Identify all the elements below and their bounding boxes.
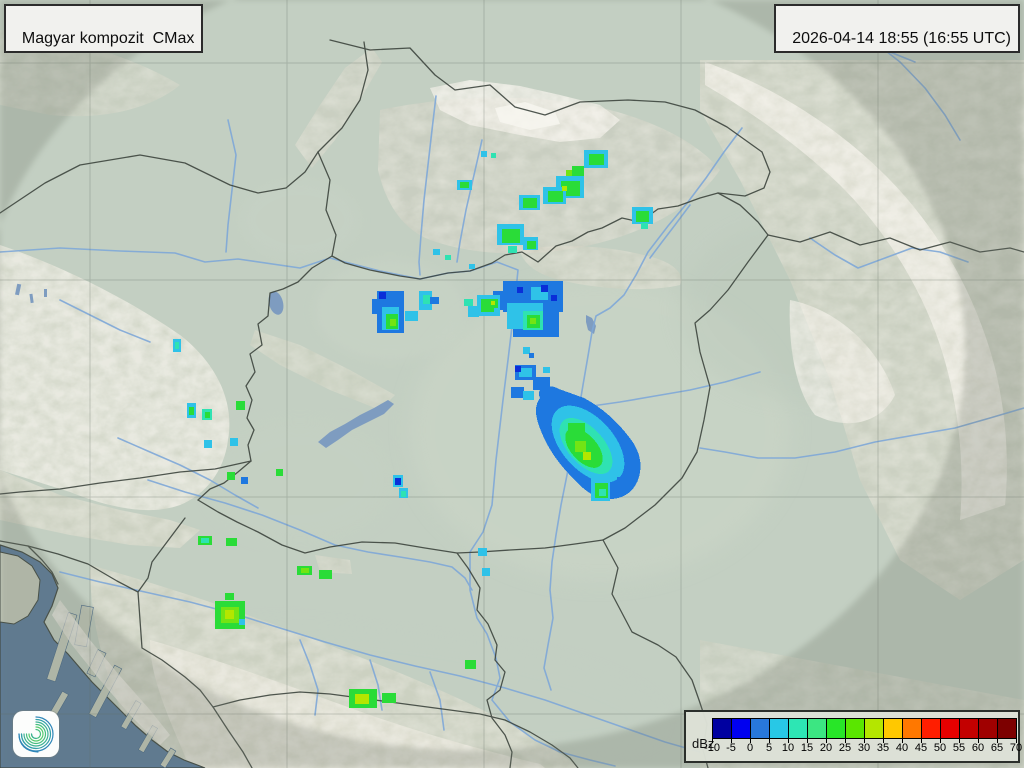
- legend-unit-label: dBz: [692, 736, 715, 751]
- radar-echoes: [173, 150, 653, 708]
- legend-tick-label: 5: [765, 742, 773, 754]
- legend-cell: [826, 718, 846, 739]
- legend-tick-label: 50: [933, 742, 947, 754]
- legend-cell: [997, 718, 1017, 739]
- legend-tick-mark: [769, 738, 770, 743]
- river-danube: [0, 247, 616, 767]
- legend-tick-label: 0: [746, 742, 754, 754]
- timestamp-box: 2026-04-14 18:55 (16:55 UTC): [774, 4, 1020, 53]
- legend-tick-mark: [864, 738, 865, 743]
- legend-tick-mark: [959, 738, 960, 743]
- legend-tick-label: -5: [726, 742, 736, 754]
- spiral-logo-icon: [18, 716, 54, 753]
- legend-tick-label: 10: [781, 742, 795, 754]
- legend-cell: [712, 718, 732, 739]
- legend-tick-label: 40: [895, 742, 909, 754]
- legend-colorbar: [712, 718, 1017, 739]
- legend-tick-mark: [921, 738, 922, 743]
- legend-tick-mark: [845, 738, 846, 743]
- product-label-box: Magyar kompozit CMax: [4, 4, 204, 53]
- legend-tick-label: 35: [876, 742, 890, 754]
- legend-tick-mark: [731, 738, 732, 743]
- legend-tick-mark: [788, 738, 789, 743]
- legend-tick-mark: [978, 738, 979, 743]
- legend-tick-mark: [750, 738, 751, 743]
- legend-tick-label: 45: [914, 742, 928, 754]
- lake-ferto: [268, 291, 284, 315]
- product-label: Magyar kompozit CMax: [21, 30, 195, 47]
- legend-cell: [921, 718, 941, 739]
- legend-cell: [959, 718, 979, 739]
- legend-cell: [769, 718, 789, 739]
- legend-cell: [978, 718, 998, 739]
- legend-tick-label: 25: [838, 742, 852, 754]
- legend-tick-mark: [826, 738, 827, 743]
- legend-tick-mark: [807, 738, 808, 743]
- legend-cell: [940, 718, 960, 739]
- legend-cell: [750, 718, 770, 739]
- legend-tick-mark: [940, 738, 941, 743]
- legend-tick-label: 15: [800, 742, 814, 754]
- legend-tick-mark: [883, 738, 884, 743]
- legend-tick-mark: [1016, 738, 1017, 743]
- legend-tick-label: -10: [704, 742, 720, 754]
- legend-tick-label: 70: [1009, 742, 1023, 754]
- lakes: [15, 283, 596, 448]
- legend-tick-mark: [902, 738, 903, 743]
- legend-cell: [788, 718, 808, 739]
- legend-cell: [864, 718, 884, 739]
- legend-tick-mark: [997, 738, 998, 743]
- legend-cell: [845, 718, 865, 739]
- legend-cell: [902, 718, 922, 739]
- river-tisza: [543, 127, 743, 691]
- lake-balaton: [318, 400, 394, 448]
- hungaromet-spiral-logo: [13, 711, 59, 757]
- legend-cell: [807, 718, 827, 739]
- legend-tick-label: 65: [990, 742, 1004, 754]
- legend-tick-label: 30: [857, 742, 871, 754]
- dbz-legend: dBz -10 -5 0 5 10 15 20 25 30 35 40 45 50 55 60 65 70: [684, 710, 1023, 763]
- legend-tick-label: 55: [952, 742, 966, 754]
- legend-cell: [883, 718, 903, 739]
- legend-tick-label: 60: [971, 742, 985, 754]
- legend-tick-mark: [712, 738, 713, 743]
- timestamp: 2026-04-14 18:55 (16:55 UTC): [792, 30, 1011, 47]
- legend-tick-label: 20: [819, 742, 833, 754]
- legend-cell: [731, 718, 751, 739]
